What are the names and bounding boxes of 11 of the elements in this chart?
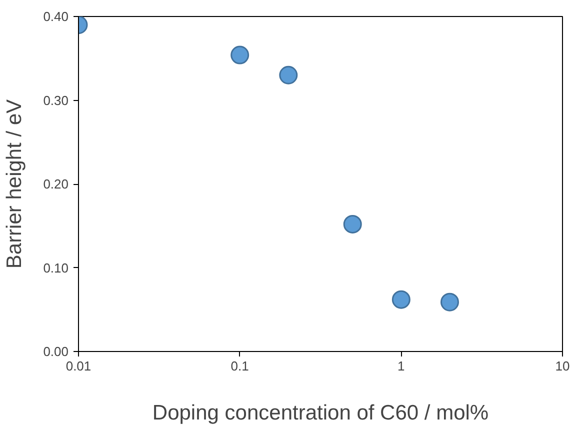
y-tick-label: 0.20: [43, 176, 69, 192]
x-tick-label: 0.1: [230, 358, 249, 374]
y-tick-label: 0.00: [43, 344, 69, 359]
y-tick-label: 0.40: [43, 9, 69, 24]
x-axis-title: Doping concentration of C60 / mol%: [152, 402, 489, 424]
y-axis-title: Barrier height / eV: [3, 99, 26, 269]
x-tick-label: 10: [555, 358, 570, 374]
y-tick-label: 0.10: [43, 260, 69, 276]
y-tick-label: 0.30: [43, 92, 69, 108]
x-tick-label: 0.01: [66, 358, 92, 374]
x-tick-label: 1: [398, 358, 405, 374]
